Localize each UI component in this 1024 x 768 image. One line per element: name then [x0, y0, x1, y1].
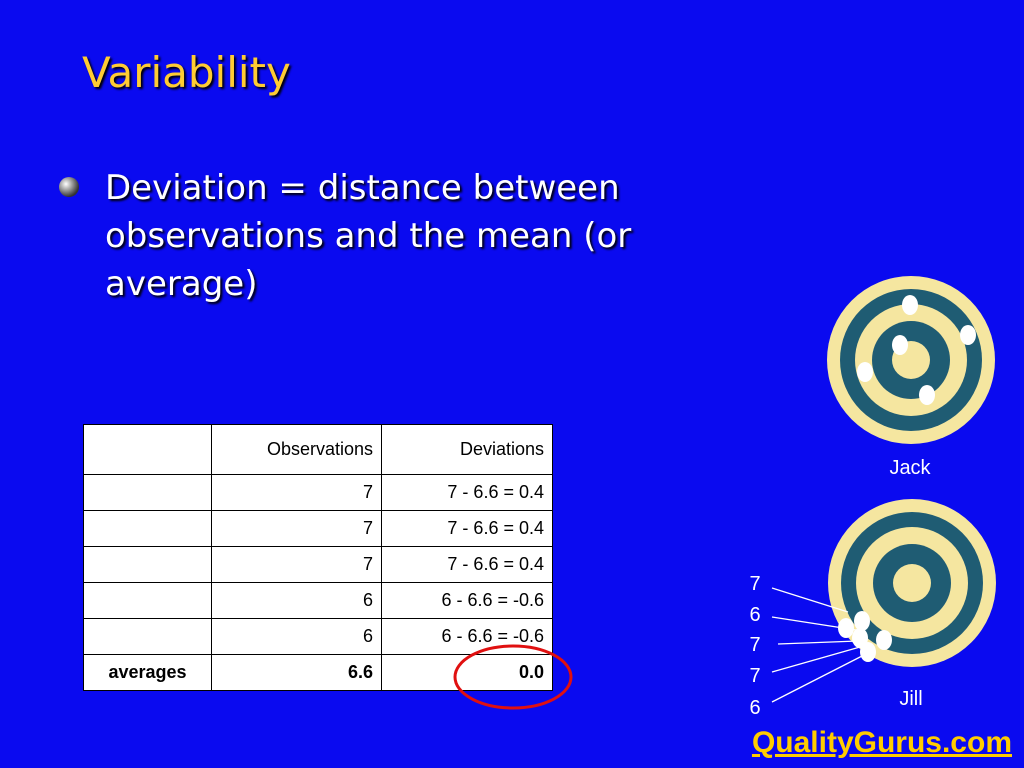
- cell: 6: [211, 618, 382, 655]
- header-cell: Observations: [211, 424, 382, 475]
- cell: 7 - 6.6 = 0.4: [381, 474, 553, 511]
- cell: 7: [211, 474, 382, 511]
- cell: averages: [83, 654, 212, 691]
- target-jill: [828, 499, 996, 667]
- cell: 6 - 6.6 = -0.6: [381, 618, 553, 655]
- cell: 7 - 6.6 = 0.4: [381, 546, 553, 583]
- bullet-text: Deviation = distance between observation…: [105, 168, 632, 304]
- observation-label: 7: [749, 573, 760, 595]
- arrows: [771, 587, 865, 703]
- target-label: Jill: [899, 688, 922, 710]
- cell: 7: [211, 510, 382, 547]
- header-row: Observations Deviations: [83, 424, 553, 475]
- cell: [83, 582, 212, 619]
- header-cell: Deviations: [381, 424, 553, 475]
- cell: [83, 424, 212, 475]
- observation-label: 6: [749, 604, 760, 626]
- cell: 6: [211, 582, 382, 619]
- target-jack: [827, 276, 995, 444]
- observation-label: 7: [749, 634, 760, 656]
- cell: 6 - 6.6 = -0.6: [381, 582, 553, 619]
- cell: [83, 546, 212, 583]
- cell: 6.6: [211, 654, 382, 691]
- target-label: Jack: [889, 457, 931, 479]
- footer-link[interactable]: QualityGurus.com: [751, 726, 1012, 759]
- bullet-icon: [59, 177, 79, 197]
- summary-row: averages 6.6 0.0: [83, 654, 553, 691]
- observation-label: 7: [749, 665, 760, 687]
- cell: 0.0: [381, 654, 553, 691]
- observation-label: 6: [749, 697, 760, 719]
- cell: [83, 618, 212, 655]
- cell: [83, 510, 212, 547]
- cell: 7: [211, 546, 382, 583]
- cell: [83, 474, 212, 511]
- title: Variability: [82, 48, 291, 97]
- cell: 7 - 6.6 = 0.4: [381, 510, 553, 547]
